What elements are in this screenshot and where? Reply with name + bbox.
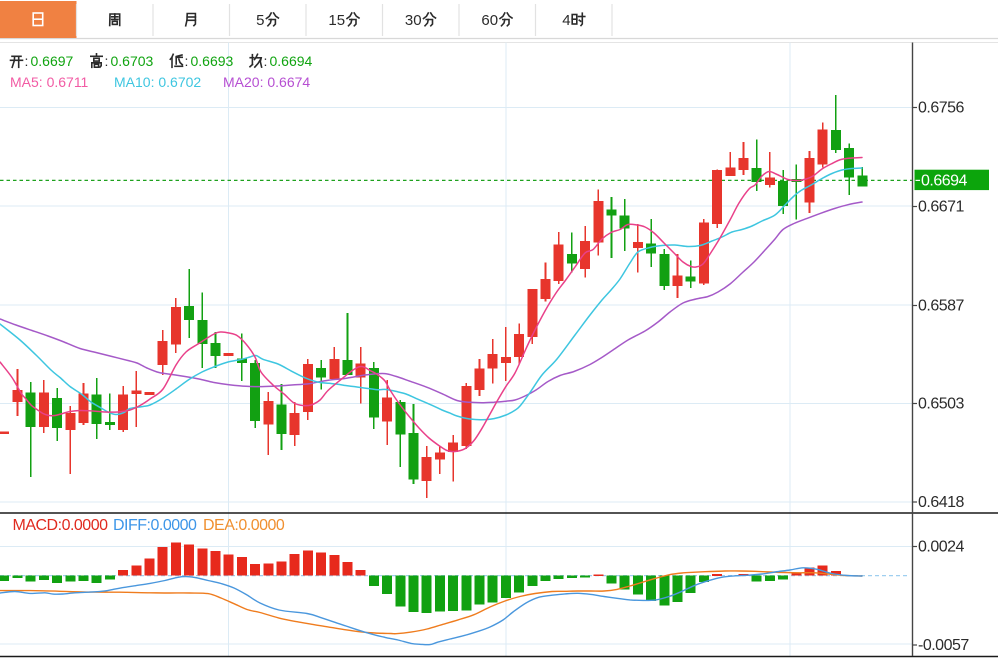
svg-text::: : [25,53,29,69]
svg-text:0.6418: 0.6418 [918,494,965,511]
svg-text:0.6503: 0.6503 [918,396,965,413]
svg-text:0.6671: 0.6671 [918,199,965,216]
svg-text:-0.0057: -0.0057 [918,637,969,654]
svg-text:4: 4 [562,12,570,29]
svg-text:60: 60 [481,12,498,29]
svg-text:0.6697: 0.6697 [31,53,74,69]
svg-text:MA10: 0.6702: MA10: 0.6702 [114,74,201,90]
svg-text::: : [185,53,189,69]
svg-text:DIFF:0.0000: DIFF:0.0000 [113,517,197,534]
svg-text::: : [264,53,268,69]
svg-text:0.6694: 0.6694 [921,172,968,189]
svg-text:0.6694: 0.6694 [270,53,313,69]
svg-text:15: 15 [328,12,345,29]
svg-text:0.6693: 0.6693 [191,53,234,69]
svg-text:5: 5 [256,12,264,29]
svg-text:MA20: 0.6674: MA20: 0.6674 [223,74,310,90]
svg-text:MA5: 0.6711: MA5: 0.6711 [10,74,89,90]
svg-text:0.0024: 0.0024 [918,539,965,556]
svg-text::: : [105,53,109,69]
svg-text:0.6756: 0.6756 [918,100,965,117]
svg-text:0.6703: 0.6703 [111,53,154,69]
svg-text:0.6587: 0.6587 [918,298,965,315]
svg-text:DEA:0.0000: DEA:0.0000 [203,517,285,534]
svg-text:MACD:0.0000: MACD:0.0000 [13,517,109,534]
svg-text:30: 30 [405,12,422,29]
